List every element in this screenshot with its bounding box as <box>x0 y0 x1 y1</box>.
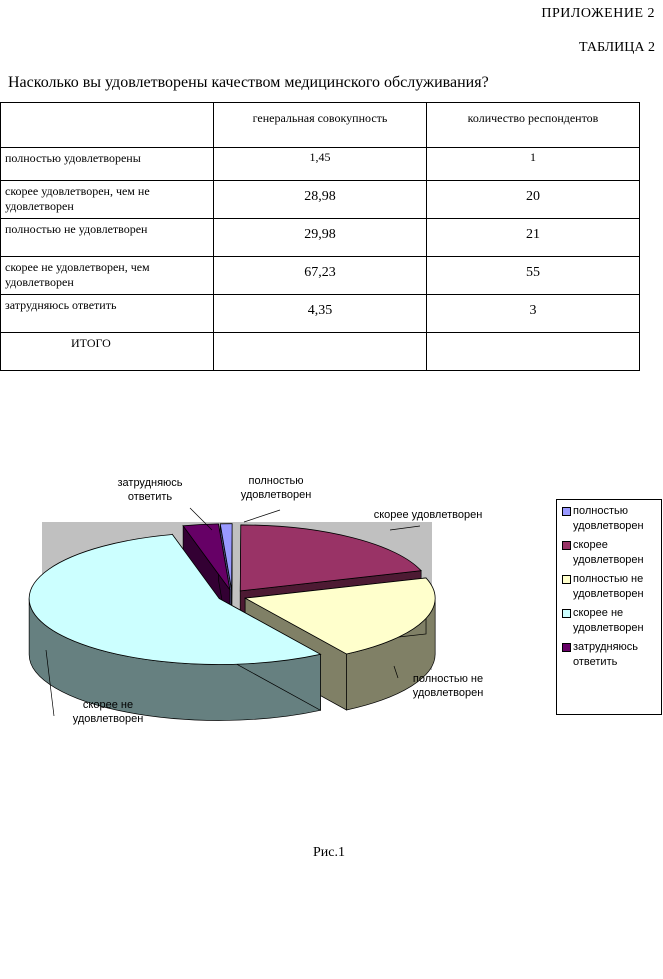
table-header-row: генеральная совокупность количество респ… <box>0 102 640 148</box>
legend-label: полностью не удовлетворен <box>573 573 644 600</box>
table-row: полностью не удовлетворен 29,98 21 <box>0 218 640 257</box>
legend-item: скорее не удовлетворен <box>557 606 661 636</box>
pie-slice <box>219 523 233 590</box>
legend-item: затрудняюсь ответить <box>557 640 661 670</box>
row-share: 67,23 <box>213 256 427 295</box>
slice-label-line: удовлетворен <box>241 489 312 501</box>
table-row: полностью удовлетворены 1,45 1 <box>0 147 640 181</box>
legend-label: скорее удовлетворен <box>573 539 644 566</box>
slice-label-line: полностью не <box>413 673 483 685</box>
legend-item: полностью не удовлетворен <box>557 572 661 602</box>
row-count: 3 <box>426 294 640 333</box>
slice-label-line: затрудняюсь <box>117 477 182 489</box>
leader-line <box>45 649 55 717</box>
slice-label: скорее удовлетворен <box>374 509 483 521</box>
appendix-label: ПРИЛОЖЕНИЕ 2 <box>541 6 655 21</box>
legend-item: полностью удовлетворен <box>557 504 661 534</box>
row-label: скорее не удовлетворен, чем удовлетворен <box>0 256 214 295</box>
row-share <box>213 332 427 371</box>
slice-label: скорее не удовлетворен <box>73 699 144 725</box>
table-row: скорее не удовлетворен, чем удовлетворен… <box>0 256 640 295</box>
slice-label: затрудняюсь ответить <box>117 477 182 503</box>
pie-slice <box>243 577 436 655</box>
legend-label: затрудняюсь ответить <box>573 641 639 668</box>
slice-label: полностью не удовлетворен <box>413 673 484 699</box>
survey-question: Насколько вы удовлетворены качеством мед… <box>8 74 489 91</box>
row-share: 1,45 <box>213 147 427 181</box>
slice-label-line: скорее не <box>83 699 133 711</box>
pie-slice <box>239 524 422 592</box>
slice-label: полностью удовлетворен <box>241 475 312 501</box>
leader-line <box>189 507 213 531</box>
pie-slice <box>182 523 231 591</box>
row-count: 55 <box>426 256 640 295</box>
row-share: 28,98 <box>213 180 427 219</box>
legend-swatch <box>562 541 571 550</box>
leader-line <box>393 665 399 679</box>
legend-swatch <box>562 609 571 618</box>
row-share: 29,98 <box>213 218 427 257</box>
row-count: 21 <box>426 218 640 257</box>
table-row: затрудняюсь ответить 4,35 3 <box>0 294 640 333</box>
slice-label-line: ответить <box>128 491 173 503</box>
row-label: ИТОГО <box>0 332 214 371</box>
row-count: 20 <box>426 180 640 219</box>
figure-caption: Рис.1 <box>313 845 345 860</box>
slice-label-line: удовлетворен <box>413 687 484 699</box>
pie-chart-svg: полностью удовлетворен скорее удовлетворен… <box>28 475 484 725</box>
row-label: полностью удовлетворены <box>0 147 214 181</box>
pie-slice <box>28 534 322 665</box>
legend-label: полностью удовлетворен <box>573 505 644 532</box>
leader-line <box>389 525 421 531</box>
slice-label-line: скорее удовлетворен <box>374 509 483 521</box>
row-count: 1 <box>426 147 640 181</box>
slice-label-line: полностью <box>249 475 304 487</box>
table-row: скорее удовлетворен, чем не удовлетворен… <box>0 180 640 219</box>
table-header-cell: генеральная совокупность <box>213 102 427 148</box>
table-row-total: ИТОГО <box>0 332 640 371</box>
slice-label-line: удовлетворен <box>73 713 144 725</box>
leader-line <box>243 509 281 523</box>
legend-swatch <box>562 643 571 652</box>
legend-item: скорее удовлетворен <box>557 538 661 568</box>
row-label: затрудняюсь ответить <box>0 294 214 333</box>
chart-legend: полностью удовлетворен скорее удовлетвор… <box>556 499 662 715</box>
row-count <box>426 332 640 371</box>
row-label: полностью не удовлетворен <box>0 218 214 257</box>
table-header-cell <box>0 102 214 148</box>
legend-swatch <box>562 575 571 584</box>
survey-table: генеральная совокупность количество респ… <box>0 102 640 371</box>
row-share: 4,35 <box>213 294 427 333</box>
legend-swatch <box>562 507 571 516</box>
table-header-cell: количество респондентов <box>426 102 640 148</box>
row-label: скорее удовлетворен, чем не удовлетворен <box>0 180 214 219</box>
table-number-label: ТАБЛИЦА 2 <box>579 40 655 55</box>
pie-chart: полностью удовлетворен скорее удовлетворен… <box>0 470 663 740</box>
legend-label: скорее не удовлетворен <box>573 607 644 634</box>
